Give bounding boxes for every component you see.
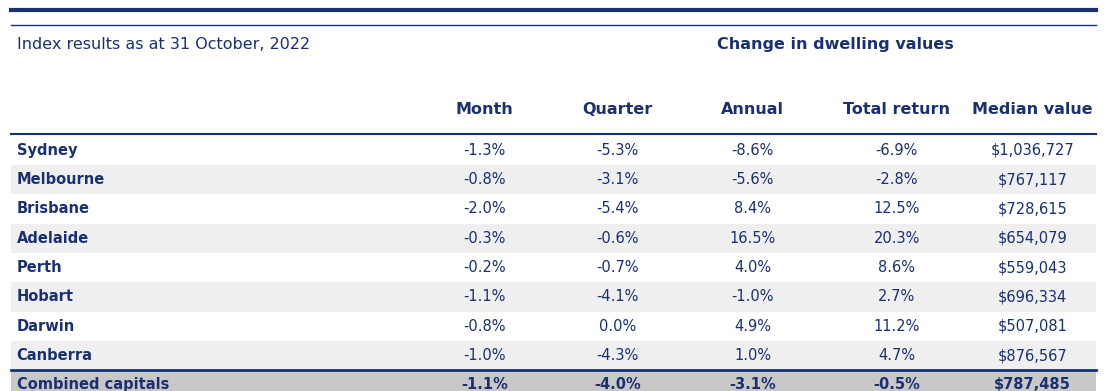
Text: 16.5%: 16.5% [730, 231, 776, 246]
Text: $767,117: $767,117 [997, 172, 1067, 187]
Text: -1.0%: -1.0% [732, 289, 774, 305]
Text: Quarter: Quarter [582, 102, 652, 117]
Text: 2.7%: 2.7% [878, 289, 915, 305]
Text: 4.9%: 4.9% [734, 319, 772, 334]
Text: -1.3%: -1.3% [463, 143, 506, 158]
Text: Index results as at 31 October, 2022: Index results as at 31 October, 2022 [17, 38, 310, 52]
Text: -5.4%: -5.4% [596, 201, 639, 217]
Text: Sydney: Sydney [17, 143, 77, 158]
Text: $787,485: $787,485 [994, 377, 1070, 391]
Bar [11, 253, 1096, 282]
Text: 4.0%: 4.0% [734, 260, 772, 275]
Text: Darwin: Darwin [17, 319, 75, 334]
Text: -0.7%: -0.7% [596, 260, 639, 275]
Text: -0.8%: -0.8% [463, 172, 506, 187]
Text: -3.1%: -3.1% [596, 172, 639, 187]
Bar [11, 165, 1096, 194]
Text: $654,079: $654,079 [997, 231, 1067, 246]
Text: Annual: Annual [722, 102, 784, 117]
Text: -0.3%: -0.3% [463, 231, 506, 246]
Text: $696,334: $696,334 [997, 289, 1067, 305]
Text: $728,615: $728,615 [997, 201, 1067, 217]
Bar [11, 341, 1096, 370]
Text: 8.4%: 8.4% [734, 201, 772, 217]
Text: Month: Month [455, 102, 514, 117]
Text: $559,043: $559,043 [997, 260, 1067, 275]
Text: -0.8%: -0.8% [463, 319, 506, 334]
Text: -2.0%: -2.0% [463, 201, 506, 217]
Text: Perth: Perth [17, 260, 62, 275]
Text: -0.5%: -0.5% [873, 377, 920, 391]
Text: Total return: Total return [844, 102, 950, 117]
Text: -1.0%: -1.0% [463, 348, 506, 363]
Text: -1.1%: -1.1% [463, 289, 506, 305]
Text: 1.0%: 1.0% [734, 348, 772, 363]
Text: -4.1%: -4.1% [596, 289, 639, 305]
Text: 11.2%: 11.2% [873, 319, 920, 334]
Text: -8.6%: -8.6% [732, 143, 774, 158]
Bar [11, 224, 1096, 253]
Bar [11, 136, 1096, 165]
Text: $507,081: $507,081 [997, 319, 1067, 334]
Text: Change in dwelling values: Change in dwelling values [717, 38, 954, 52]
Text: -0.2%: -0.2% [463, 260, 506, 275]
Text: -2.8%: -2.8% [876, 172, 918, 187]
Text: -6.9%: -6.9% [876, 143, 918, 158]
Text: -5.6%: -5.6% [732, 172, 774, 187]
Text: Hobart: Hobart [17, 289, 73, 305]
Text: -3.1%: -3.1% [730, 377, 776, 391]
Text: -1.1%: -1.1% [461, 377, 508, 391]
Text: Adelaide: Adelaide [17, 231, 89, 246]
Text: -4.3%: -4.3% [596, 348, 639, 363]
Text: Melbourne: Melbourne [17, 172, 105, 187]
Bar [11, 194, 1096, 224]
Text: -5.3%: -5.3% [596, 143, 639, 158]
Text: Combined capitals: Combined capitals [17, 377, 169, 391]
Bar [11, 312, 1096, 341]
Text: -4.0%: -4.0% [593, 377, 641, 391]
Text: Canberra: Canberra [17, 348, 93, 363]
Text: -0.6%: -0.6% [596, 231, 639, 246]
Text: 4.7%: 4.7% [878, 348, 915, 363]
Text: 0.0%: 0.0% [599, 319, 635, 334]
Bar [11, 370, 1096, 391]
Text: 20.3%: 20.3% [873, 231, 920, 246]
Text: $876,567: $876,567 [997, 348, 1067, 363]
Text: 12.5%: 12.5% [873, 201, 920, 217]
Text: $1,036,727: $1,036,727 [991, 143, 1074, 158]
Text: Brisbane: Brisbane [17, 201, 90, 217]
Bar [11, 282, 1096, 312]
Text: Median value: Median value [972, 102, 1093, 117]
Text: 8.6%: 8.6% [878, 260, 915, 275]
